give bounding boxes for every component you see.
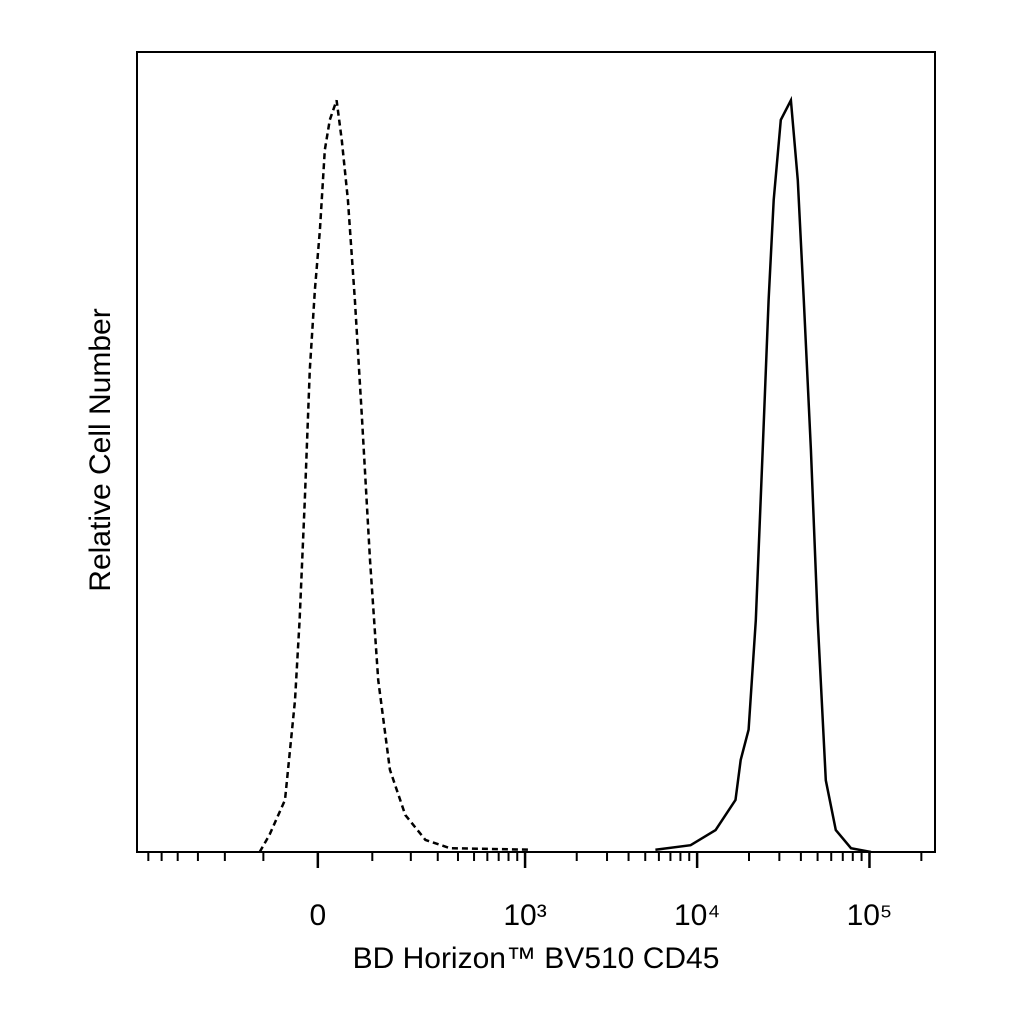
plot-frame [136, 51, 936, 853]
x-tick-label: 10⁵ [847, 899, 893, 932]
x-tick-label: 10⁴ [674, 899, 720, 932]
x-tick-label: 0 [309, 899, 326, 932]
x-axis-label: BD Horizon™ BV510 CD45 [353, 942, 720, 975]
y-axis-label: Relative Cell Number [84, 308, 117, 591]
histogram-line [258, 99, 531, 853]
histogram-line [655, 95, 872, 854]
x-tick-label: 10³ [503, 899, 546, 932]
